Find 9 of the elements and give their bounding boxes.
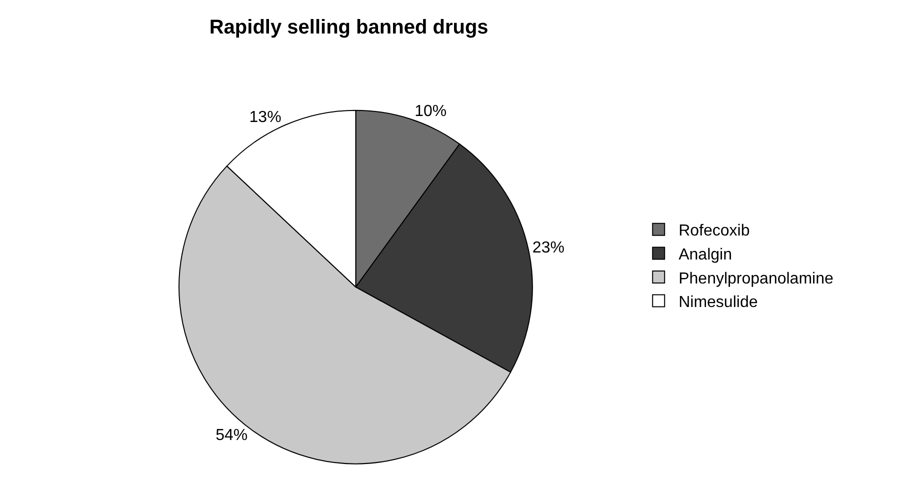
data-label: 54% — [216, 427, 248, 444]
data-label: 13% — [249, 109, 282, 126]
legend-label: Rofecoxib — [678, 222, 750, 240]
legend-label: Nimesulide — [678, 294, 758, 312]
legend-label: Phenylpropanolamine — [678, 270, 834, 288]
data-label: 23% — [532, 240, 564, 257]
legend-label: Analgin — [678, 246, 732, 264]
data-label: 10% — [414, 102, 447, 120]
chart-title: Rapidly selling banned drugs — [209, 16, 488, 39]
